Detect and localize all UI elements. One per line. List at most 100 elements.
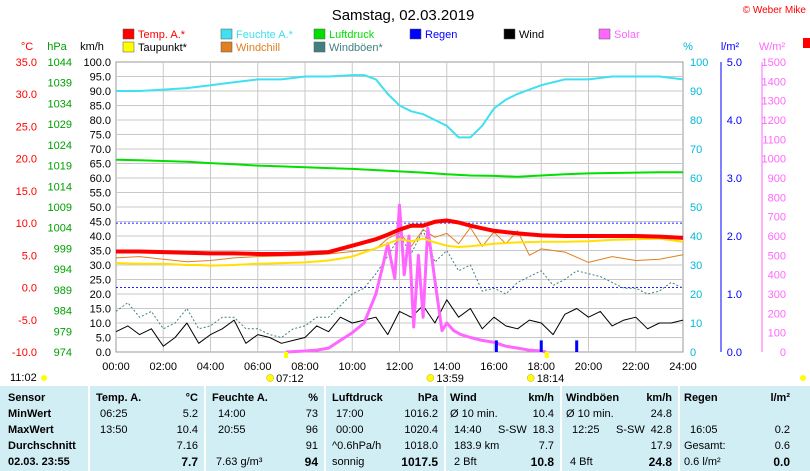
humidity-max-time: 20:55 bbox=[218, 424, 246, 436]
solar-tick: 1500 bbox=[762, 57, 786, 69]
pressure-max-time: 00:00 bbox=[336, 424, 364, 436]
time-tick: 08:00 bbox=[291, 361, 319, 373]
humidity-min-time: 14:00 bbox=[218, 408, 246, 420]
pressure-axis-unit: hPa bbox=[47, 41, 67, 53]
gust-avg-value: 17.9 bbox=[650, 440, 672, 452]
rain-bar bbox=[539, 340, 543, 352]
wind-beaufort: 2 Bft bbox=[454, 456, 477, 468]
pressure-tick: 1004 bbox=[48, 223, 72, 235]
legend-swatch-clipped bbox=[803, 38, 810, 48]
humidity-tick: 80 bbox=[690, 115, 702, 127]
wind-tick: 25.0 bbox=[90, 275, 111, 287]
temp-unit: °C bbox=[185, 392, 198, 404]
rain-daily: 0.6 l/m² bbox=[684, 456, 721, 468]
pressure-tick: 999 bbox=[54, 243, 72, 255]
noon-time: 13:59 bbox=[436, 373, 464, 385]
legend-swatch bbox=[503, 28, 516, 40]
sun-markers: 07:12 13:59 18:14 11:02 bbox=[10, 352, 806, 385]
noon-icon bbox=[426, 374, 435, 382]
pressure-min-time: 17:00 bbox=[336, 408, 364, 420]
wind-tick: 35.0 bbox=[90, 246, 111, 258]
pressure-tick: 1039 bbox=[48, 78, 72, 90]
time-tick: 12:00 bbox=[386, 361, 414, 373]
time-tick: 22:00 bbox=[622, 361, 650, 373]
max-label: MaxWert bbox=[8, 424, 54, 436]
wind-tick: 85.0 bbox=[90, 101, 111, 113]
humidity-axis-unit: % bbox=[683, 41, 693, 53]
time-tick: 14:00 bbox=[433, 361, 461, 373]
pressure-tick: 1029 bbox=[48, 119, 72, 131]
solar-tick: 1000 bbox=[762, 154, 786, 166]
y-axis-ticks: 35.0 30.0 25.0 20.0 15.0 10.0 5.0 0.0 -5.0 -10.0 1… bbox=[12, 57, 786, 359]
pressure-tick: 989 bbox=[54, 285, 72, 297]
temp-tick: -5.0 bbox=[18, 315, 37, 327]
rain-tick: 3.0 bbox=[727, 173, 742, 185]
time-tick: 00:00 bbox=[102, 361, 130, 373]
temp-header: Temp. A. bbox=[96, 392, 142, 404]
wind-tick: 40.0 bbox=[90, 231, 111, 243]
time-tick: 18:00 bbox=[527, 361, 555, 373]
solar-tick: 900 bbox=[768, 173, 786, 185]
stats-col-wind: Wind km/h Ø 10 min. 10.4 14:40 S-SW 18.3… bbox=[446, 386, 560, 471]
legend-label: Solar bbox=[614, 29, 640, 41]
sensor-header: Sensor bbox=[8, 392, 46, 404]
legend-label: Windchill bbox=[236, 42, 280, 54]
wind-avg10-label: Ø 10 min. bbox=[450, 408, 498, 420]
temp-tick: 0.0 bbox=[22, 283, 37, 295]
wind-tick: 60.0 bbox=[90, 173, 111, 185]
pressure-tick: 984 bbox=[54, 306, 72, 318]
pressure-tick: 1024 bbox=[48, 140, 72, 152]
rain-tick: 1.0 bbox=[727, 289, 742, 301]
series-line-taupunkt bbox=[115, 237, 684, 267]
pressure-trend: ^0.6hPa/h bbox=[332, 440, 382, 452]
pressure-tick: 1034 bbox=[48, 98, 72, 110]
stats-col-sensor: Sensor MinWert MaxWert Durchschnitt 02.0… bbox=[0, 386, 90, 471]
solar-tick: 200 bbox=[768, 308, 786, 320]
temp-tick: 15.0 bbox=[16, 186, 37, 198]
rain-max-value: 0.2 bbox=[774, 424, 790, 436]
stats-divider bbox=[324, 386, 326, 471]
rain-tick: 4.0 bbox=[727, 115, 742, 127]
temp-tick: 10.0 bbox=[16, 218, 37, 230]
stats-col-rain: Regen l/m² 16:05 0.2 Gesamt: 0.6 0.6 l/m… bbox=[680, 386, 810, 471]
wind-tick: 5.0 bbox=[96, 333, 111, 345]
current-time: 11:02 bbox=[10, 372, 37, 384]
rain-axis-unit: l/m² bbox=[721, 41, 740, 53]
humidity-tick: 40 bbox=[690, 231, 702, 243]
wind-tick: 10.0 bbox=[90, 318, 111, 330]
wind-tick: 50.0 bbox=[90, 202, 111, 214]
temp-tick: 25.0 bbox=[16, 121, 37, 133]
solar-tick: 1100 bbox=[762, 134, 786, 146]
legend-swatch bbox=[313, 41, 326, 53]
pressure-tick: 1014 bbox=[48, 181, 72, 193]
series-line-temp-a bbox=[116, 218, 684, 256]
stats-divider bbox=[678, 386, 680, 471]
humidity-tick: 90 bbox=[690, 86, 702, 98]
series-line-solar bbox=[286, 203, 547, 354]
rain-total-label: Gesamt: bbox=[684, 440, 726, 452]
wind-tick: 20.0 bbox=[90, 289, 111, 301]
end-time-icon bbox=[800, 375, 806, 381]
rain-tick: 2.0 bbox=[727, 231, 742, 243]
stats-divider bbox=[204, 386, 206, 471]
pressure-max-value: 1020.4 bbox=[404, 424, 438, 436]
wind-tick: 15.0 bbox=[90, 304, 111, 316]
time-tick: 20:00 bbox=[575, 361, 603, 373]
rain-max-time: 16:05 bbox=[690, 424, 718, 436]
pressure-current-value: 1017.5 bbox=[401, 455, 438, 469]
temp-axis-unit: °C bbox=[21, 41, 33, 53]
rain-tick: 5.0 bbox=[727, 57, 742, 69]
wind-tick: 0.0 bbox=[96, 347, 111, 359]
min-label: MinWert bbox=[8, 408, 52, 420]
gust-max-direction: S-SW bbox=[616, 424, 645, 436]
pressure-unit: hPa bbox=[417, 392, 438, 404]
stats-col-pressure: Luftdruck hPa 17:00 1016.2 00:00 1020.4 … bbox=[326, 386, 444, 471]
pressure-tick: 1019 bbox=[48, 161, 72, 173]
solar-tick: 1300 bbox=[762, 96, 786, 108]
time-tick: 10:00 bbox=[338, 361, 366, 373]
wind-max-time: 14:40 bbox=[454, 424, 482, 436]
humidity-max-value: 96 bbox=[305, 424, 318, 436]
copyright-label: © Weber Mike bbox=[743, 5, 807, 16]
humidity-header: Feuchte A. bbox=[212, 392, 268, 404]
solar-tick: 0 bbox=[780, 347, 786, 359]
